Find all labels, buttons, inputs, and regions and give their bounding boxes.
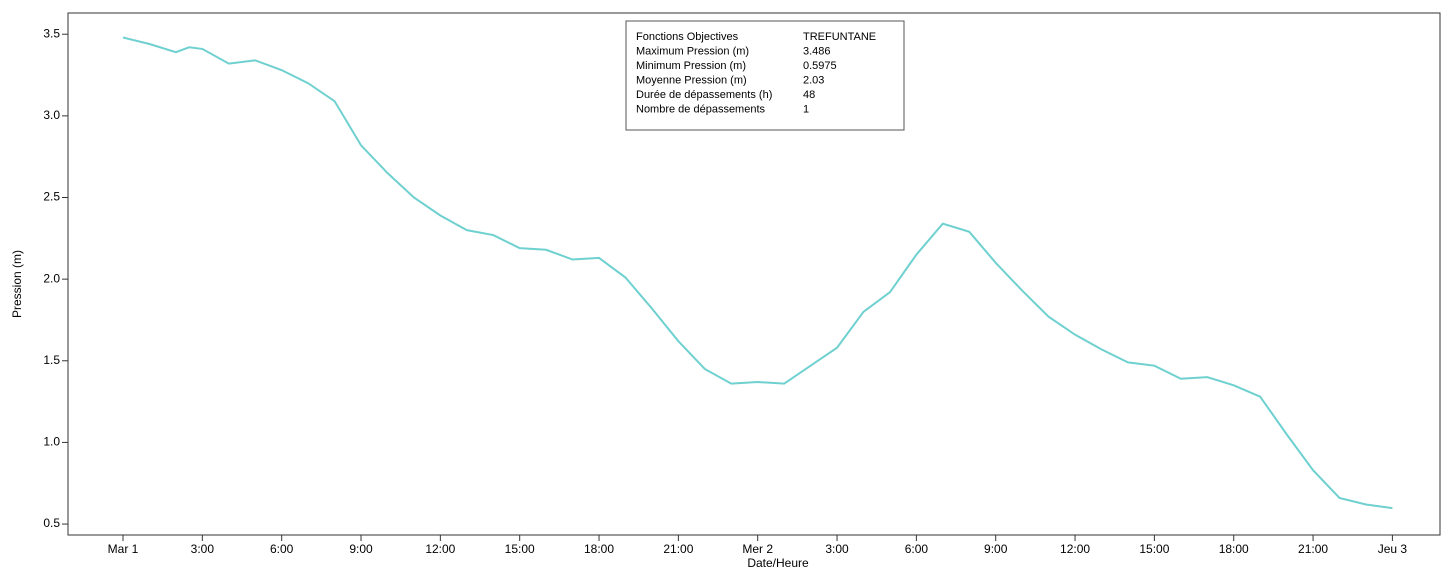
plot-frame [67,12,1441,536]
line-series [122,36,1393,510]
info-header: Fonctions Objectives [636,31,739,43]
y-tick-label: 3.0 [43,108,60,122]
info-box: Fonctions Objectives TREFUNTANE Maximum Pr… [625,20,905,131]
x-tick-label: 15:00 [1139,542,1169,556]
info-box-frame [625,20,905,131]
info-value: 2.03 [803,74,824,86]
y-tick-label: 0.5 [43,516,60,530]
x-tick-label: Jeu 3 [1378,542,1408,556]
x-tick-label: 18:00 [584,542,614,556]
x-tick-label: 12:00 [1060,542,1090,556]
info-value: 48 [803,89,815,101]
x-tick-label: 9:00 [984,542,1008,556]
x-tick-label: 21:00 [1298,542,1328,556]
info-label: Nombre de dépassements [636,103,766,115]
x-tick-label: 6:00 [270,542,294,556]
info-label: Minimum Pression (m) [636,60,746,72]
y-tick-label: 2.5 [43,190,60,204]
x-tick-label: 21:00 [663,542,693,556]
x-tick-label: 6:00 [905,542,929,556]
info-header: TREFUNTANE [803,31,876,43]
x-tick-label: 18:00 [1219,542,1249,556]
info-value: 1 [803,103,809,115]
x-tick-label: Mer 2 [742,542,773,556]
info-label: Durée de dépassements (h) [636,89,772,101]
x-tick-label: 3:00 [825,542,849,556]
x-tick-label: 3:00 [191,542,215,556]
x-tick-label: 9:00 [349,542,373,556]
x-axis-label: Date/Heure [747,556,809,570]
info-value: 0.5975 [803,60,837,72]
x-tick-label: 15:00 [505,542,535,556]
y-tick-label: 3.5 [43,26,60,40]
y-axis-label: Pression (m) [10,250,24,318]
x-tick-label: 12:00 [425,542,455,556]
info-value: 3.486 [803,45,831,57]
info-label: Moyenne Pression (m) [636,74,747,86]
y-tick-label: 2.0 [43,271,60,285]
x-tick-label: Mar 1 [108,542,139,556]
y-tick-label: 1.5 [43,353,60,367]
info-label: Maximum Pression (m) [636,45,749,57]
y-tick-label: 1.0 [43,435,60,449]
